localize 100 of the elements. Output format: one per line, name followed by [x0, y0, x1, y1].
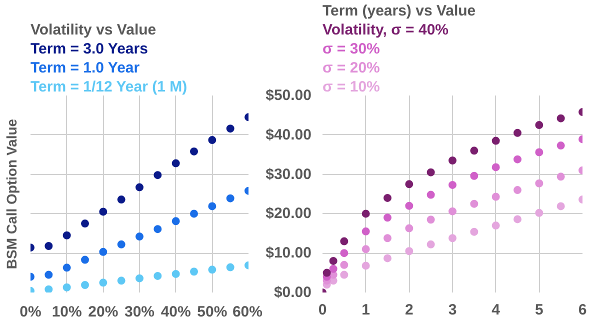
point — [62, 283, 71, 292]
x-tick-label: 1 — [362, 302, 370, 318]
point — [470, 146, 478, 155]
point — [99, 278, 108, 287]
y-axis-title: BSM Call Option Value — [4, 118, 20, 270]
point — [514, 155, 522, 164]
point — [384, 214, 392, 222]
point — [405, 224, 414, 232]
y-tick-label: $50.00 — [266, 87, 312, 104]
x-tick-label: 0% — [20, 304, 42, 320]
point — [117, 196, 126, 204]
y-tick-label: $40.00 — [266, 126, 312, 144]
x-tick-label: 20% — [88, 304, 118, 320]
point — [226, 263, 234, 272]
x-tick-label: 30% — [124, 304, 155, 320]
x-tick-label: 6 — [578, 302, 587, 318]
point — [362, 227, 370, 236]
chart-title: Volatility vs Value — [30, 22, 156, 38]
text: σ = 10% — [322, 78, 380, 96]
point — [556, 114, 565, 122]
point — [190, 210, 198, 218]
point — [44, 242, 53, 250]
point — [535, 179, 544, 188]
point — [514, 186, 522, 194]
point — [81, 220, 89, 228]
x-tick-label: 2 — [404, 302, 414, 318]
point — [172, 217, 180, 226]
y-tick-label: $0.00 — [274, 284, 312, 301]
point — [448, 156, 456, 165]
point — [81, 281, 89, 290]
point — [492, 136, 500, 145]
point — [470, 228, 478, 236]
point — [426, 240, 435, 248]
point — [44, 270, 53, 279]
point — [340, 260, 348, 269]
y-tick-label: $30.00 — [266, 166, 312, 183]
text: σ = 30% — [322, 40, 380, 58]
point — [556, 142, 565, 150]
point — [208, 136, 216, 144]
point — [136, 232, 144, 241]
point — [340, 270, 348, 279]
point — [492, 163, 500, 172]
point — [190, 268, 198, 276]
point — [136, 274, 144, 282]
point — [384, 194, 392, 202]
point — [62, 231, 71, 240]
point — [329, 264, 338, 273]
x-tick-label: 10% — [52, 304, 82, 320]
point — [535, 208, 544, 217]
point — [117, 240, 126, 248]
point — [492, 192, 500, 201]
point — [426, 168, 435, 176]
point — [190, 147, 198, 156]
point — [535, 121, 544, 130]
point — [492, 222, 500, 230]
point — [470, 200, 478, 208]
point — [556, 202, 565, 210]
point — [448, 180, 456, 189]
point — [154, 272, 162, 280]
chart-title: Term (years) vs Value — [322, 2, 476, 20]
x-tick-label: 4 — [492, 302, 501, 318]
x-tick-label: 60% — [232, 304, 263, 320]
point — [172, 270, 180, 278]
y-tick-label: $10.00 — [266, 244, 312, 262]
point — [384, 254, 392, 262]
text: Term = 1/12 Year (1 M) — [30, 78, 188, 96]
x-tick-label: 5 — [534, 302, 544, 318]
x-tick-label: 0 — [318, 302, 327, 318]
text: σ = 20% — [322, 60, 380, 76]
point — [226, 124, 234, 133]
point — [362, 262, 370, 270]
point — [154, 225, 162, 234]
point — [405, 247, 414, 256]
point — [556, 172, 565, 181]
point — [62, 264, 71, 272]
point — [340, 249, 348, 258]
point — [362, 210, 370, 218]
point — [99, 248, 108, 256]
point — [208, 266, 216, 274]
text: Term = 1.0 Year — [30, 60, 140, 76]
x-tick-label: 3 — [448, 302, 457, 318]
point — [172, 159, 180, 168]
x-tick-label: 50% — [197, 304, 228, 320]
point — [117, 276, 126, 285]
y-tick-label: $20.00 — [266, 205, 312, 222]
point — [81, 256, 89, 264]
text: Term = 3.0 Years — [30, 40, 148, 58]
point — [329, 256, 338, 265]
point — [226, 194, 234, 202]
point — [384, 234, 392, 242]
point — [44, 285, 53, 292]
text: Volatility, σ = 40% — [322, 22, 448, 38]
point — [448, 207, 456, 216]
point — [514, 215, 522, 224]
point — [514, 128, 522, 137]
point — [322, 268, 331, 277]
point — [154, 171, 162, 180]
point — [362, 245, 370, 254]
point — [136, 183, 144, 192]
point — [535, 148, 544, 156]
